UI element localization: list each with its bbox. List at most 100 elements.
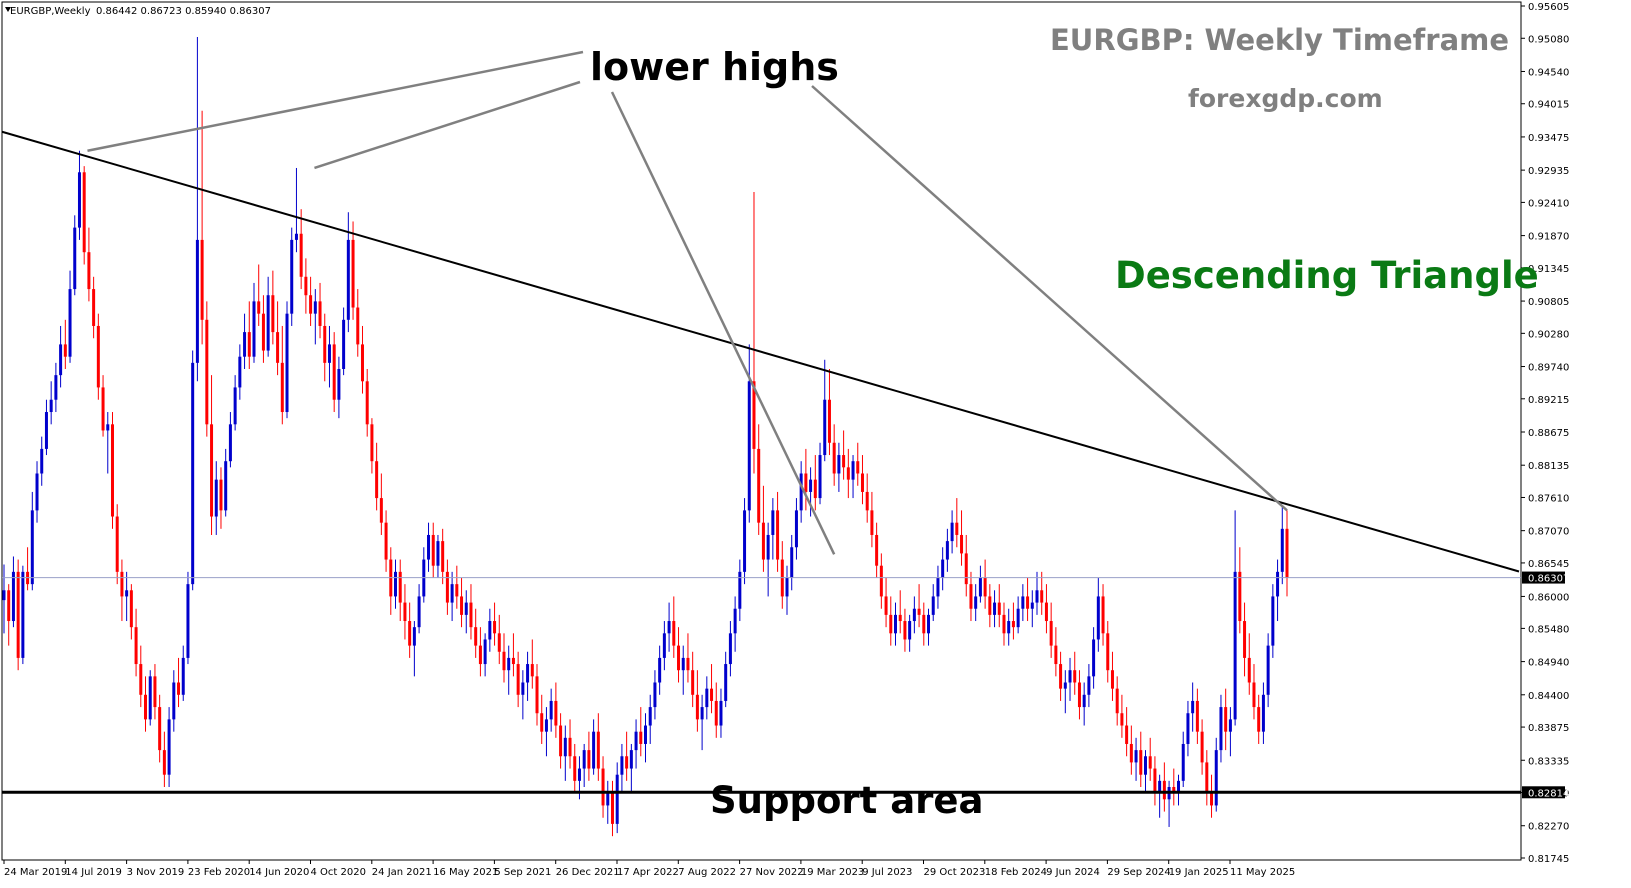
- candle-body: [884, 596, 888, 615]
- y-tick-label: 0.93475: [1528, 133, 1569, 144]
- candle-body: [1011, 621, 1015, 628]
- candle-body: [1195, 700, 1199, 732]
- candle-body: [1172, 787, 1176, 794]
- y-tick-label: 0.94015: [1528, 100, 1569, 111]
- candle-body: [1077, 682, 1081, 708]
- candle-body: [639, 731, 643, 744]
- candle-body: [653, 682, 657, 708]
- x-tick-label: 29 Sep 2024: [1107, 867, 1170, 878]
- candle-body: [412, 627, 416, 646]
- candle-body: [917, 608, 921, 615]
- candle-body: [1186, 713, 1190, 744]
- candle-body: [1224, 707, 1228, 732]
- y-tick-label: 0.81745: [1528, 854, 1569, 865]
- candle-body: [445, 571, 449, 603]
- candle-body: [54, 375, 58, 400]
- y-tick-label: 0.87610: [1528, 493, 1569, 504]
- candle-body: [573, 756, 577, 781]
- candle-body: [337, 368, 341, 400]
- candle-body: [1205, 762, 1209, 794]
- candle-body: [1214, 750, 1218, 806]
- candle-body: [478, 645, 482, 665]
- candle-body: [1129, 743, 1133, 763]
- candle-body: [870, 510, 874, 535]
- support-label: Support area: [710, 779, 983, 822]
- candle-body: [360, 344, 364, 382]
- candle-body: [1106, 633, 1110, 671]
- y-tick-label: 0.82270: [1528, 822, 1569, 833]
- candle-body: [1285, 528, 1289, 578]
- candle-body: [955, 522, 959, 535]
- candle-body: [327, 344, 331, 363]
- candle-body: [974, 596, 978, 609]
- candle-body: [1115, 688, 1119, 714]
- candle-body: [634, 731, 638, 751]
- collapse-triangle-icon[interactable]: [5, 7, 11, 12]
- candle-body: [705, 688, 709, 708]
- candle-body: [351, 239, 355, 308]
- candle-body: [596, 731, 600, 769]
- candle-body: [73, 227, 77, 290]
- candle-body: [474, 627, 478, 646]
- y-tick-label: 0.90280: [1528, 329, 1569, 340]
- candle-body: [106, 424, 110, 431]
- candle-body: [394, 571, 398, 597]
- pointer-line: [811, 85, 1288, 512]
- x-tick-label: 26 Dec 2021: [556, 867, 620, 878]
- candle-body: [398, 571, 402, 603]
- pattern-label: Descending Triangle: [1115, 254, 1539, 297]
- candle-body: [945, 541, 949, 560]
- candle-body: [908, 621, 912, 640]
- candle-body: [493, 621, 497, 634]
- candle-body: [927, 614, 931, 634]
- candle-body: [1044, 602, 1048, 622]
- candle-body: [162, 750, 166, 775]
- current-price-label: 0.86307: [1522, 571, 1569, 585]
- candle-body: [766, 534, 770, 560]
- candle-body: [313, 301, 317, 314]
- candle-body: [1271, 596, 1275, 646]
- candle-body: [257, 301, 261, 314]
- candle-body: [893, 614, 897, 634]
- candle-body: [672, 621, 676, 646]
- candle-body: [1120, 713, 1124, 726]
- x-tick-label: 7 Aug 2022: [678, 867, 736, 878]
- x-tick-label: 14 Jul 2019: [65, 867, 122, 878]
- candle-body: [40, 448, 44, 474]
- candle-body: [658, 657, 662, 683]
- candle-body: [68, 289, 72, 357]
- candle-body: [559, 725, 563, 757]
- candle-body: [1092, 639, 1096, 677]
- candle-body: [851, 461, 855, 480]
- candle-body: [785, 577, 789, 597]
- candle-body: [1148, 756, 1152, 769]
- candle-body: [941, 559, 945, 578]
- x-tick-label: 27 Nov 2022: [740, 867, 804, 878]
- candle-body: [1030, 602, 1034, 609]
- candle-body: [1087, 676, 1091, 695]
- candle-body: [1040, 590, 1044, 603]
- candle-body: [177, 682, 181, 695]
- candle-body: [776, 510, 780, 560]
- candle-body: [224, 461, 228, 511]
- x-tick-label: 23 Feb 2020: [188, 867, 250, 878]
- candle-body: [644, 725, 647, 744]
- candle-body: [507, 657, 511, 671]
- candle-body: [1233, 571, 1237, 720]
- candle-body: [1134, 750, 1138, 763]
- candle-body: [681, 657, 685, 671]
- y-tick-label: 0.87070: [1528, 527, 1569, 538]
- candle-body: [516, 664, 520, 695]
- candle-body: [158, 707, 162, 751]
- candle-body: [417, 596, 421, 628]
- candle-body: [568, 737, 572, 757]
- candle-body: [2, 590, 6, 601]
- candle-body: [309, 295, 313, 314]
- candle-body: [511, 657, 515, 665]
- candle-body: [592, 731, 596, 769]
- y-tick-label: 0.88135: [1528, 461, 1569, 472]
- candle-body: [530, 664, 534, 677]
- candle-body: [1200, 731, 1204, 763]
- candle-body: [804, 473, 808, 492]
- candle-body: [1068, 670, 1072, 683]
